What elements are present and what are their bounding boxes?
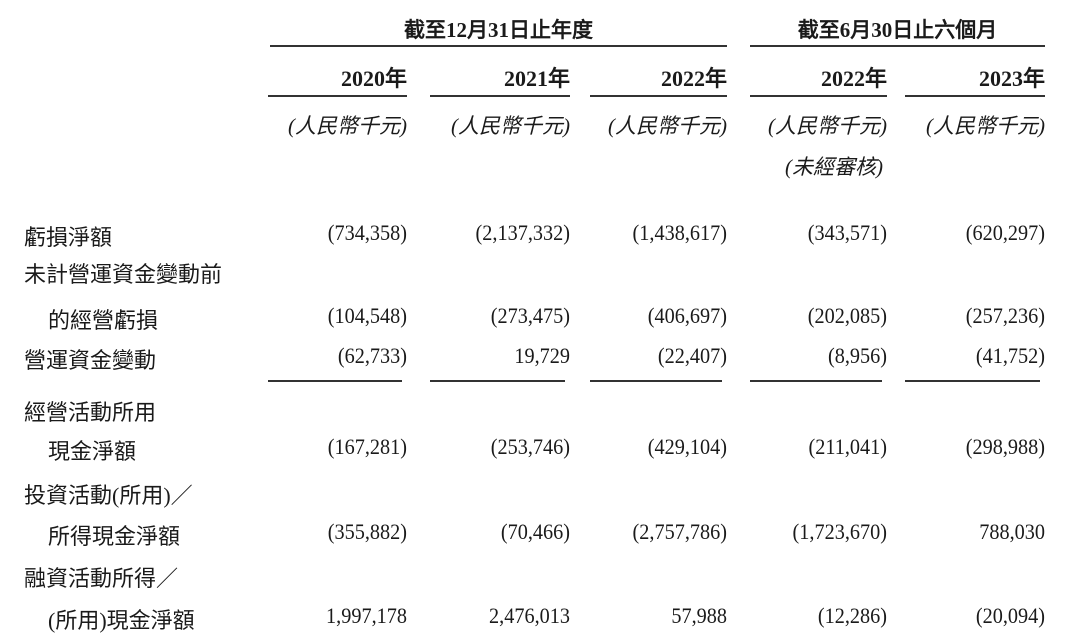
row-label: 所得現金淨額 — [48, 524, 181, 549]
subtotal-underline — [590, 380, 722, 382]
cell-value: 788,030 — [979, 519, 1045, 544]
cell-value: (1,723,670) — [792, 519, 887, 544]
row-label: 的經營虧損 — [48, 308, 159, 333]
cell-value: (273,475) — [490, 303, 570, 328]
cell-value: (1,438,617) — [632, 220, 727, 245]
cell-value: (2,137,332) — [475, 220, 570, 245]
cell-value: (253,746) — [490, 434, 570, 459]
cell-value: (62,733) — [337, 343, 407, 368]
divider — [750, 95, 887, 97]
cell-value: (343,571) — [807, 220, 887, 245]
cell-value: (620,297) — [965, 220, 1045, 245]
cell-value: (429,104) — [647, 434, 727, 459]
cell-value: 19,729 — [514, 343, 570, 368]
cell-value: (406,697) — [647, 303, 727, 328]
cell-value: (211,041) — [808, 434, 887, 459]
group-header-interim: 截至6月30日止六個月 — [797, 18, 998, 42]
column-year: 2020年 — [340, 66, 407, 91]
cell-value: (734,358) — [327, 220, 407, 245]
subtotal-underline — [268, 380, 402, 382]
divider — [430, 95, 570, 97]
column-unit: (人民幣千元) — [288, 114, 407, 138]
divider — [905, 95, 1045, 97]
cell-value: (104,548) — [327, 303, 407, 328]
cell-value: (22,407) — [657, 343, 727, 368]
cell-value: 1,997,178 — [326, 603, 407, 628]
row-label: 融資活動所得／ — [24, 566, 179, 591]
column-year: 2022年 — [820, 66, 887, 91]
column-year: 2022年 — [660, 66, 727, 91]
row-label: 未計營運資金變動前 — [24, 262, 223, 287]
cell-value: (8,956) — [827, 343, 887, 368]
cell-value: 2,476,013 — [489, 603, 570, 628]
cell-value: (41,752) — [975, 343, 1045, 368]
column-unit: (人民幣千元) — [926, 114, 1045, 138]
divider — [590, 95, 727, 97]
column-unit: (人民幣千元) — [608, 114, 727, 138]
column-year: 2023年 — [978, 66, 1045, 91]
row-label: 營運資金變動 — [24, 348, 157, 373]
cell-value: (20,094) — [975, 603, 1045, 628]
row-label: 現金淨額 — [48, 439, 137, 464]
row-label: 投資活動(所用)／ — [24, 483, 193, 508]
subtotal-underline — [905, 380, 1040, 382]
column-unit: (人民幣千元) — [768, 114, 887, 138]
cell-value: (355,882) — [327, 519, 407, 544]
divider — [270, 45, 727, 47]
cell-value: 57,988 — [671, 603, 727, 628]
group-header-annual: 截至12月31日止年度 — [404, 18, 593, 42]
cell-value: (12,286) — [817, 603, 887, 628]
divider — [750, 45, 1045, 47]
cell-value: (2,757,786) — [632, 519, 727, 544]
column-year: 2021年 — [503, 66, 570, 91]
cell-value: (257,236) — [965, 303, 1045, 328]
cell-value: (167,281) — [327, 434, 407, 459]
column-note: (未經審核) — [785, 155, 883, 179]
cell-value: (298,988) — [965, 434, 1045, 459]
cell-value: (202,085) — [807, 303, 887, 328]
cell-value: (70,466) — [500, 519, 570, 544]
row-label: 虧損淨額 — [24, 225, 113, 250]
divider — [268, 95, 407, 97]
subtotal-underline — [430, 380, 565, 382]
subtotal-underline — [750, 380, 882, 382]
row-label: (所用)現金淨額 — [48, 608, 195, 633]
column-unit: (人民幣千元) — [451, 114, 570, 138]
row-label: 經營活動所用 — [24, 400, 157, 425]
